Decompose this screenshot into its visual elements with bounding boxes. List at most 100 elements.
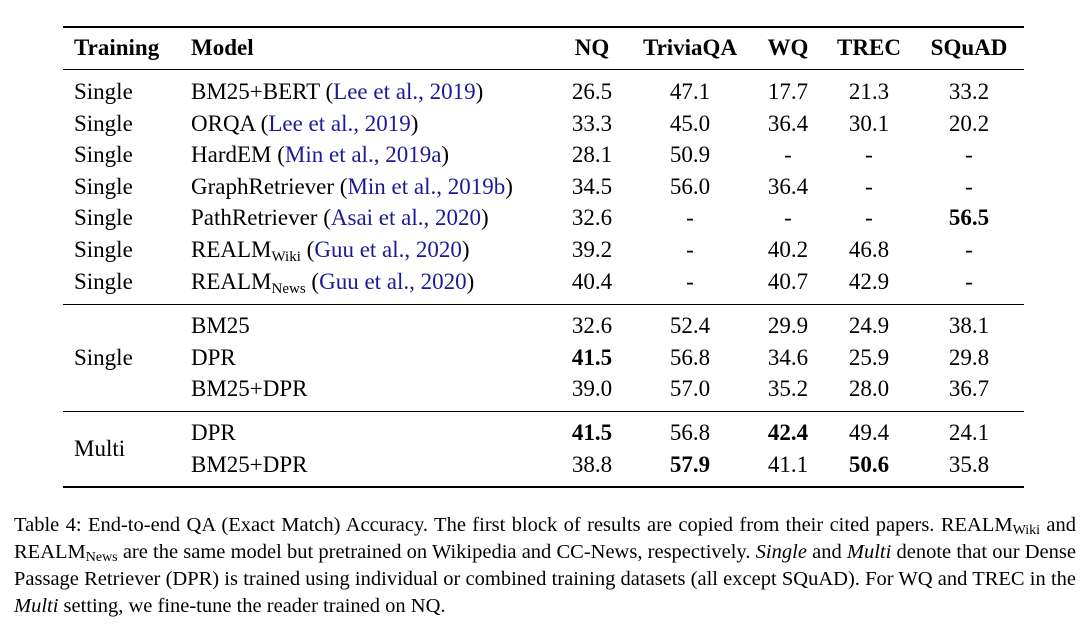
model-cell: BM25+DPR [191,452,308,477]
value-cell: 56.5 [948,205,990,230]
value-cell: 35.8 [948,452,990,477]
model-cell: GraphRetriever (Min et al., 2019b) [191,174,513,200]
value-cell: 28.0 [848,376,890,401]
value-cell: 24.9 [848,313,890,338]
paren-open: ( [271,142,285,167]
value-cell: 40.2 [767,237,809,262]
model-cell: DPR [191,420,236,445]
value-cell: 24.1 [948,420,990,445]
value-cell: - [865,142,873,167]
value-cell: 26.5 [571,79,613,104]
model-cell: HardEM (Min et al., 2019a) [191,142,449,168]
citation-link: Lee et al., 2019 [333,79,476,104]
training-cell: Single [74,345,133,370]
value-cell: 29.8 [948,345,990,370]
training-cell: Single [74,111,133,136]
value-cell: 39.2 [571,237,613,262]
caption-sentence-4: denote that our Dense Passage Retriever … [14,541,1076,590]
value-cell: 17.7 [767,79,809,104]
value-cell: - [784,142,792,167]
model-name: REALM [191,237,272,262]
value-cell: 36.4 [767,174,809,199]
paren-close: ) [461,237,470,262]
value-cell: 38.8 [571,452,613,477]
training-cell: Multi [74,436,126,461]
value-cell: 36.7 [948,376,990,401]
bottom-rule [63,486,1024,488]
header-wq: WQ [767,35,809,60]
caption-sentence-5: setting, we fine-tune the reader trained… [58,595,446,617]
block1-rule [63,304,1024,305]
value-cell: - [965,237,973,262]
paren-close: ) [505,174,513,199]
training-cell: Single [74,269,133,294]
value-cell: 41.5 [571,345,613,370]
paren-open: ( [305,269,320,294]
value-cell: 33.3 [571,111,613,136]
model-cell: BM25 [191,313,250,338]
caption-sentence-3: and [806,541,847,563]
value-cell: 57.0 [669,376,711,401]
header-rule [63,69,1024,70]
header-triviaqa: TriviaQA [642,35,738,60]
caption-sentence-1: End-to-end QA (Exact Match) Accuracy. Th… [81,514,941,536]
paren-open: ( [317,205,331,230]
value-cell: 36.4 [767,111,809,136]
value-cell: 40.4 [571,269,613,294]
caption-multi-1: Multi [846,541,892,563]
value-cell: - [784,205,792,230]
training-cell: Single [74,79,133,104]
paren-close: ) [441,142,450,167]
model-cell: DPR [191,345,236,370]
model-name: ORQA [191,111,255,136]
value-cell: 42.9 [848,269,890,294]
value-cell: 39.0 [571,376,613,401]
value-cell: 32.6 [571,205,613,230]
model-name: REALM [191,269,272,294]
model-cell: REALMNews (Guu et al., 2020) [191,269,474,297]
value-cell: 34.5 [571,174,613,199]
value-cell: 28.1 [571,142,613,167]
caption-sub-news: News [85,550,118,565]
value-cell: 52.4 [669,313,711,338]
value-cell: - [965,269,973,294]
citation-link: Guu et al., 2020 [314,237,462,262]
value-cell: 40.7 [767,269,809,294]
model-cell: BM25+DPR [191,376,308,401]
value-cell: 47.1 [669,79,711,104]
header-model: Model [191,35,254,60]
citation-link: Lee et al., 2019 [268,111,411,136]
top-rule [63,26,1024,28]
citation-link: Min et al., 2019a [284,142,442,167]
training-cell: Single [74,237,133,262]
model-cell: REALMWiki (Guu et al., 2020) [191,237,470,265]
block2-rule [63,411,1024,412]
value-cell: 56.0 [669,174,711,199]
value-cell: - [865,205,873,230]
citation-link: Min et al., 2019b [347,174,506,199]
paren-open: ( [319,79,334,104]
caption-sub-wiki: Wiki [1012,523,1041,538]
model-name: BM25+BERT [191,79,320,104]
value-cell: 32.6 [571,313,613,338]
header-training: Training [74,35,160,60]
model-subscript: News [271,281,306,297]
training-cell: Single [74,205,133,230]
value-cell: 50.6 [848,452,890,477]
paren-open: ( [300,237,315,262]
paren-close: ) [410,111,419,136]
value-cell: - [865,174,873,199]
value-cell: 41.5 [571,420,613,445]
caption-sentence-2: are the same model but pretrained on Wik… [117,541,756,563]
value-cell: 21.3 [848,79,890,104]
value-cell: 20.2 [948,111,990,136]
value-cell: 56.8 [669,345,711,370]
model-name: GraphRetriever [191,174,335,199]
value-cell: 46.8 [848,237,890,262]
caption-and: and [1040,514,1076,536]
value-cell: 49.4 [848,420,890,445]
header-squad: SQuAD [930,35,1008,60]
model-cell: BM25+BERT (Lee et al., 2019) [191,79,483,105]
model-cell: ORQA (Lee et al., 2019) [191,111,418,137]
paren-open: ( [334,174,348,199]
